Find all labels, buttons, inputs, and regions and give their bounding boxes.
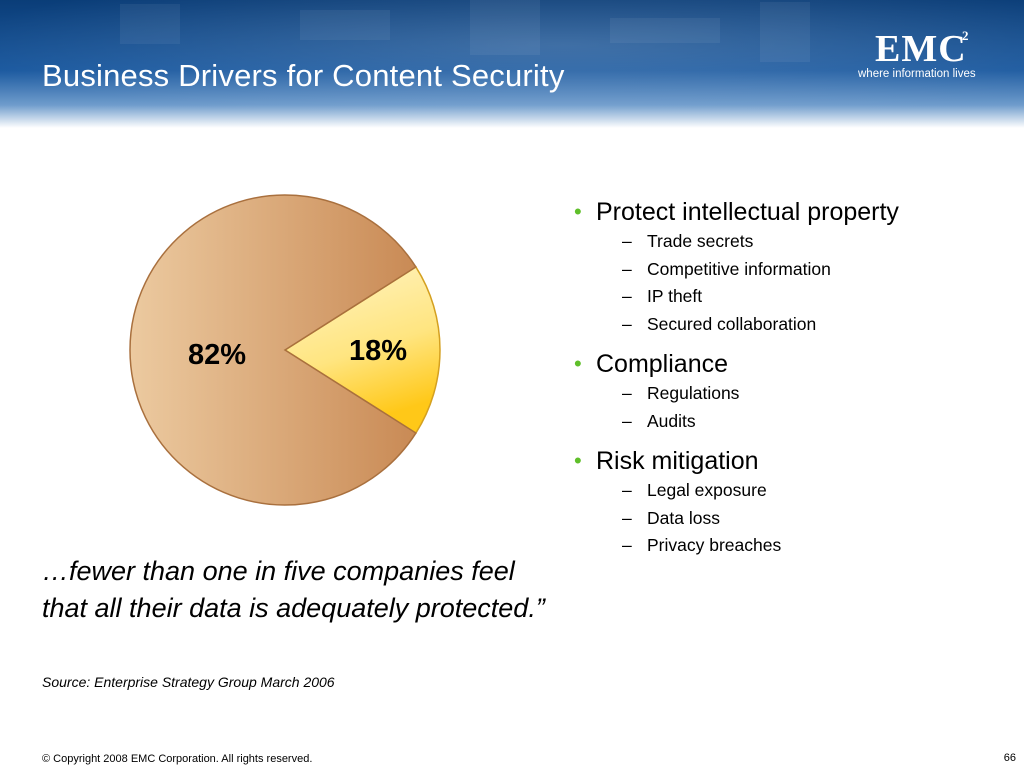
logo-superscript: 2 [962, 28, 969, 43]
source-citation: Source: Enterprise Strategy Group March … [42, 674, 335, 690]
pie-chart: 18% 82% [129, 194, 441, 506]
slide-header: Business Drivers for Content Security EM… [0, 0, 1024, 128]
bullet-label: Protect intellectual property [596, 198, 899, 226]
sub-bullet-label: Competitive information [647, 258, 831, 279]
bullet-label: Compliance [596, 350, 729, 378]
page-number: 66 [1003, 752, 1016, 764]
sub-bullet-label: Audits [647, 410, 696, 431]
sub-bullet-list: – Regulations – Audits [596, 380, 1010, 435]
sub-bullet-item: – Legal exposure [622, 477, 1010, 505]
sub-bullet-label: IP theft [647, 286, 703, 306]
sub-bullet-label: Regulations [647, 383, 740, 403]
emc-logo: EMC 2 where information lives [858, 28, 988, 86]
sub-bullet-label: Privacy breaches [647, 535, 782, 555]
bullet-label: Risk mitigation [596, 447, 759, 475]
bullet-dot-icon: • [574, 351, 582, 376]
sub-bullet-label: Trade secrets [647, 231, 754, 251]
pie-slice-18 [283, 265, 441, 435]
pie-label-82: 82% [188, 339, 246, 371]
dash-icon: – [622, 410, 632, 431]
sub-bullet-list: – Trade secrets – Competitive information – I… [596, 228, 1010, 338]
sub-bullet-label: Data loss [647, 507, 720, 528]
sub-bullet-item: – Competitive information [622, 256, 1010, 284]
sub-bullet-item: – Audits [622, 408, 1010, 436]
header-background [0, 0, 1024, 128]
sub-bullet-item: – Regulations [622, 380, 1010, 408]
sub-bullet-item: – Privacy breaches [622, 532, 1010, 560]
copyright-footer: © Copyright 2008 EMC Corporation. All ri… [42, 753, 313, 765]
dash-icon: – [622, 480, 632, 500]
bullet-dot-icon: • [574, 199, 582, 224]
bullet-item: • Compliance – Regulations – Audits [570, 348, 1010, 435]
sub-bullet-label: Legal exposure [647, 480, 767, 500]
sub-bullet-list: – Legal exposure – Data loss – Privacy breach… [596, 477, 1010, 560]
logo-wordmark: EMC [875, 28, 967, 70]
sub-bullet-item: – Trade secrets [622, 228, 1010, 256]
sub-bullet-item: – Secured collaboration [622, 311, 1010, 339]
bullet-item: • Protect intellectual property – Trade sec… [570, 196, 1010, 338]
dash-icon: – [622, 286, 632, 306]
dash-icon: – [622, 535, 632, 555]
logo-tagline: where information lives [858, 68, 976, 80]
sub-bullet-label: Secured collaboration [647, 313, 817, 334]
sub-bullet-item: – Data loss [622, 505, 1010, 533]
bullet-dot-icon: • [574, 448, 582, 473]
dash-icon: – [622, 231, 632, 251]
dash-icon: – [622, 313, 632, 334]
dash-icon: – [622, 383, 632, 403]
slide-title: Business Drivers for Content Security [42, 58, 565, 93]
sub-bullet-item: – IP theft [622, 283, 1010, 311]
dash-icon: – [622, 258, 632, 279]
pie-slice-82 [129, 194, 417, 506]
pie-label-18: 18% [349, 335, 407, 367]
bullet-item: • Risk mitigation – Legal exposure – Data los… [570, 445, 1010, 560]
dash-icon: – [622, 507, 632, 528]
bullet-list: • Protect intellectual property – Trade sec… [570, 196, 1010, 570]
quote-text: …fewer than one in five companies feel t… [42, 556, 545, 623]
